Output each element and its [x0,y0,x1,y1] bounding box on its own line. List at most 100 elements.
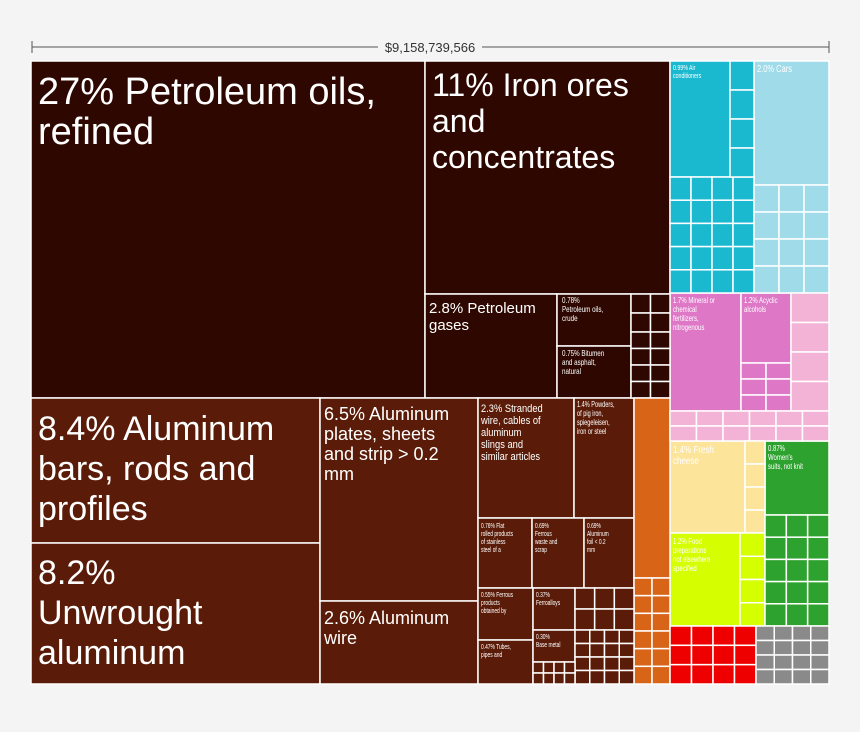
minor-tile [748,410,777,427]
minor-tile [733,663,757,685]
minor-tile [806,580,830,605]
minor-tile [711,199,734,225]
minor-tile [740,362,767,380]
minor-tile [810,625,830,642]
minor-tile [729,118,755,149]
minor-tile [733,644,757,666]
tile-label-19: 0.99% Air conditioners [673,64,701,80]
minor-tile [633,612,653,632]
minor-tile [633,630,653,650]
minor-tile [744,486,766,511]
minor-tile [806,514,830,538]
tile-14 [583,517,635,589]
minor-tile [765,362,792,380]
minor-tile [810,654,830,671]
minor-tile [669,245,692,271]
minor-tile [669,625,693,647]
tile-11 [573,397,635,519]
minor-tile [729,89,755,120]
minor-tile [563,661,576,674]
minor-tile [651,577,671,597]
minor-tile [790,380,830,412]
tile-label-4: 0.78% Petroleum oils, crude [562,296,603,323]
minor-tile [764,558,788,583]
minor-tile [553,672,566,685]
minor-tile [603,642,620,658]
tile-25 [669,532,741,627]
minor-tile [574,629,591,645]
tile-6 [30,397,321,544]
minor-tile [669,269,692,294]
minor-tile [690,199,713,225]
minor-tile [542,661,555,674]
minor-tile [755,654,775,671]
minor-tile [542,672,555,685]
minor-tile [712,625,736,647]
tile-20 [753,60,830,186]
minor-tile [633,665,653,685]
minor-tile [773,668,794,685]
minor-tile [810,668,830,685]
tile-label-10: 2.3% Stranded wire, cables of aluminum slin… [480,403,543,463]
minor-tile [630,380,652,399]
tile-label-2: 11% Iron ores and concentrates [432,67,629,175]
minor-tile [690,222,713,248]
minor-tile [593,587,616,610]
tile-label-12: 0.76% Flat rolled products of stainless ste… [481,523,513,554]
tile-label-15: 0.55% Ferrous products obtained by [481,592,513,615]
tile-label-8: 6.5% Aluminum plates, sheets and strip > 0… [324,404,449,484]
tile-label-21: 1.7% Mineral or chemical fertilizers, nitro… [673,297,716,332]
minor-tile [803,265,830,294]
minor-tile [651,594,671,615]
minor-tile [755,668,775,685]
minor-tile [669,410,698,427]
minor-tile [773,625,794,642]
minor-tile [753,265,780,294]
minor-tile [764,514,788,538]
minor-tile [603,656,620,672]
minor-tile [785,558,809,583]
minor-tile [695,425,724,442]
minor-tile [690,176,713,201]
minor-tile [669,663,693,685]
minor-tile [574,656,591,672]
tile-9 [319,600,479,685]
minor-tile [803,211,830,240]
minor-tile [574,669,591,685]
minor-tile [801,425,830,442]
minor-tile [801,410,830,427]
minor-tile [732,245,755,271]
treemap-minor-tiles [532,60,830,685]
minor-tile [744,440,766,465]
tile-label-5: 0.75% Bitumen and asphalt, natural [562,349,604,376]
minor-tile [711,176,734,201]
minor-tile [690,245,713,271]
minor-tile [649,331,671,350]
minor-tile [669,199,692,225]
tile-label-23: 1.4% Fresh cheese [673,444,714,466]
minor-tile [785,536,809,561]
minor-tile [532,661,545,674]
minor-tile [785,603,809,627]
minor-tile [593,608,616,631]
minor-tile [778,211,805,240]
minor-tile [722,425,751,442]
minor-tile [712,663,736,685]
minor-tile [732,222,755,248]
minor-tile [775,410,804,427]
minor-tile [711,222,734,248]
minor-tile [589,669,606,685]
minor-tile [669,176,692,201]
minor-tile [651,647,671,668]
minor-tile [618,642,635,658]
minor-tile [649,293,671,314]
minor-tile [618,629,635,645]
minor-tile [778,265,805,294]
minor-tile [613,608,635,631]
minor-tile [690,663,714,685]
minor-tile [695,410,724,427]
tile-21 [669,292,742,412]
minor-tile [744,463,766,488]
minor-tile [778,238,805,267]
